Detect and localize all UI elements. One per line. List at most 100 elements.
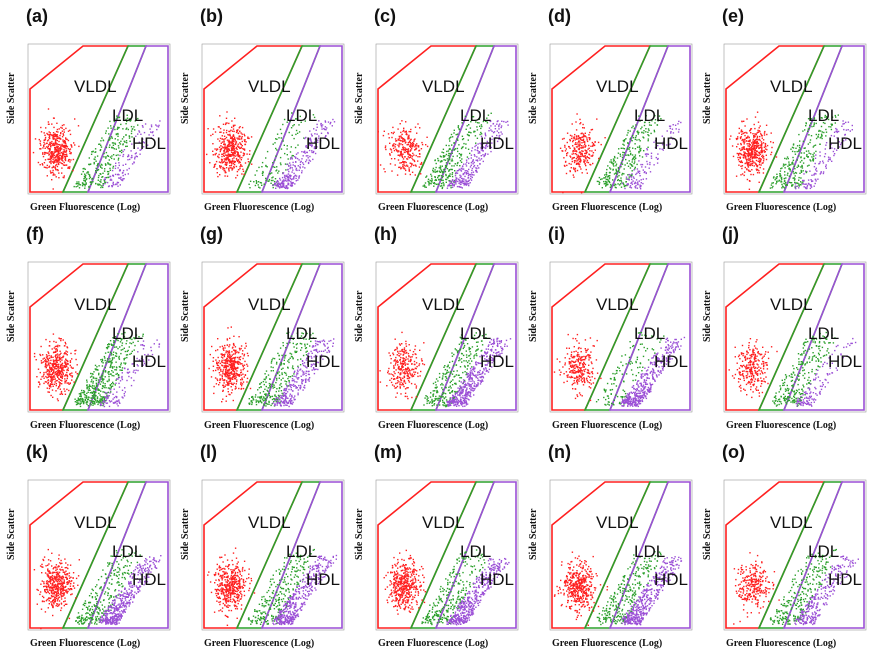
x-axis-label: Green Fluorescence (Log) [378, 420, 488, 431]
vldl-label: VLDL [248, 513, 291, 532]
ldl-label: LDL [286, 542, 317, 561]
ldl-label: LDL [634, 106, 665, 125]
x-axis-label: Green Fluorescence (Log) [204, 202, 314, 213]
hdl-label: HDL [132, 570, 166, 589]
y-axis-label: Side Scatter [528, 272, 539, 342]
scatter-plot: VLDL LDL HDL [542, 44, 700, 198]
y-axis-label: Side Scatter [354, 54, 365, 124]
panel-letter: (i) [548, 224, 565, 245]
hdl-label: HDL [828, 352, 862, 371]
hdl-label: HDL [306, 134, 340, 153]
ldl-label: LDL [286, 324, 317, 343]
plot-frame [202, 44, 344, 194]
y-axis-label: Side Scatter [354, 490, 365, 560]
panel: (j) Side Scatter Green Fluorescence (Log) V… [704, 224, 870, 434]
hdl-label: HDL [654, 570, 688, 589]
hdl-label: HDL [654, 352, 688, 371]
x-axis-label: Green Fluorescence (Log) [30, 202, 140, 213]
plot-frame [376, 480, 518, 630]
y-axis-label: Side Scatter [6, 490, 17, 560]
panel-letter: (d) [548, 6, 571, 27]
vldl-label: VLDL [596, 77, 639, 96]
y-axis-label: Side Scatter [180, 54, 191, 124]
plot-frame [550, 262, 692, 412]
hdl-label: HDL [828, 134, 862, 153]
vldl-label: VLDL [74, 77, 117, 96]
x-axis-label: Green Fluorescence (Log) [378, 638, 488, 649]
scatter-plot: VLDL LDL HDL [194, 44, 352, 198]
x-axis-label: Green Fluorescence (Log) [726, 420, 836, 431]
vldl-label: VLDL [770, 295, 813, 314]
y-axis-label: Side Scatter [702, 272, 713, 342]
y-axis-label: Side Scatter [180, 272, 191, 342]
ldl-label: LDL [112, 106, 143, 125]
ldl-label: LDL [808, 542, 839, 561]
vldl-label: VLDL [770, 77, 813, 96]
plot-frame [550, 480, 692, 630]
y-axis-label: Side Scatter [6, 272, 17, 342]
scatter-plot: VLDL LDL HDL [194, 480, 352, 634]
x-axis-label: Green Fluorescence (Log) [30, 420, 140, 431]
y-axis-label: Side Scatter [528, 490, 539, 560]
ldl-label: LDL [286, 106, 317, 125]
scatter-plot: VLDL LDL HDL [716, 480, 873, 634]
hdl-label: HDL [654, 134, 688, 153]
vldl-label: VLDL [422, 513, 465, 532]
vldl-label: VLDL [248, 77, 291, 96]
vldl-label: VLDL [770, 513, 813, 532]
panel: (o) Side Scatter Green Fluorescence (Log) V… [704, 442, 870, 652]
plot-frame [724, 262, 866, 412]
hdl-label: HDL [306, 352, 340, 371]
hdl-label: HDL [132, 352, 166, 371]
plot-frame [376, 262, 518, 412]
plot-frame [550, 44, 692, 194]
panel-letter: (o) [722, 442, 745, 463]
hdl-label: HDL [828, 570, 862, 589]
panel-letter: (l) [200, 442, 217, 463]
panel-letter: (b) [200, 6, 223, 27]
x-axis-label: Green Fluorescence (Log) [726, 202, 836, 213]
panel-letter: (g) [200, 224, 223, 245]
panel-letter: (e) [722, 6, 744, 27]
plot-frame [202, 262, 344, 412]
panel-letter: (m) [374, 442, 402, 463]
plot-frame [28, 44, 170, 194]
hdl-label: HDL [306, 570, 340, 589]
panel-letter: (h) [374, 224, 397, 245]
x-axis-label: Green Fluorescence (Log) [30, 638, 140, 649]
plot-frame [376, 44, 518, 194]
x-axis-label: Green Fluorescence (Log) [552, 638, 662, 649]
x-axis-label: Green Fluorescence (Log) [726, 638, 836, 649]
ldl-label: LDL [634, 324, 665, 343]
panel-letter: (k) [26, 442, 48, 463]
hdl-label: HDL [480, 352, 514, 371]
x-axis-label: Green Fluorescence (Log) [204, 420, 314, 431]
y-axis-label: Side Scatter [354, 272, 365, 342]
panel-letter: (j) [722, 224, 739, 245]
hdl-label: HDL [480, 570, 514, 589]
y-axis-label: Side Scatter [702, 490, 713, 560]
y-axis-label: Side Scatter [6, 54, 17, 124]
plot-frame [724, 480, 866, 630]
vldl-label: VLDL [422, 77, 465, 96]
